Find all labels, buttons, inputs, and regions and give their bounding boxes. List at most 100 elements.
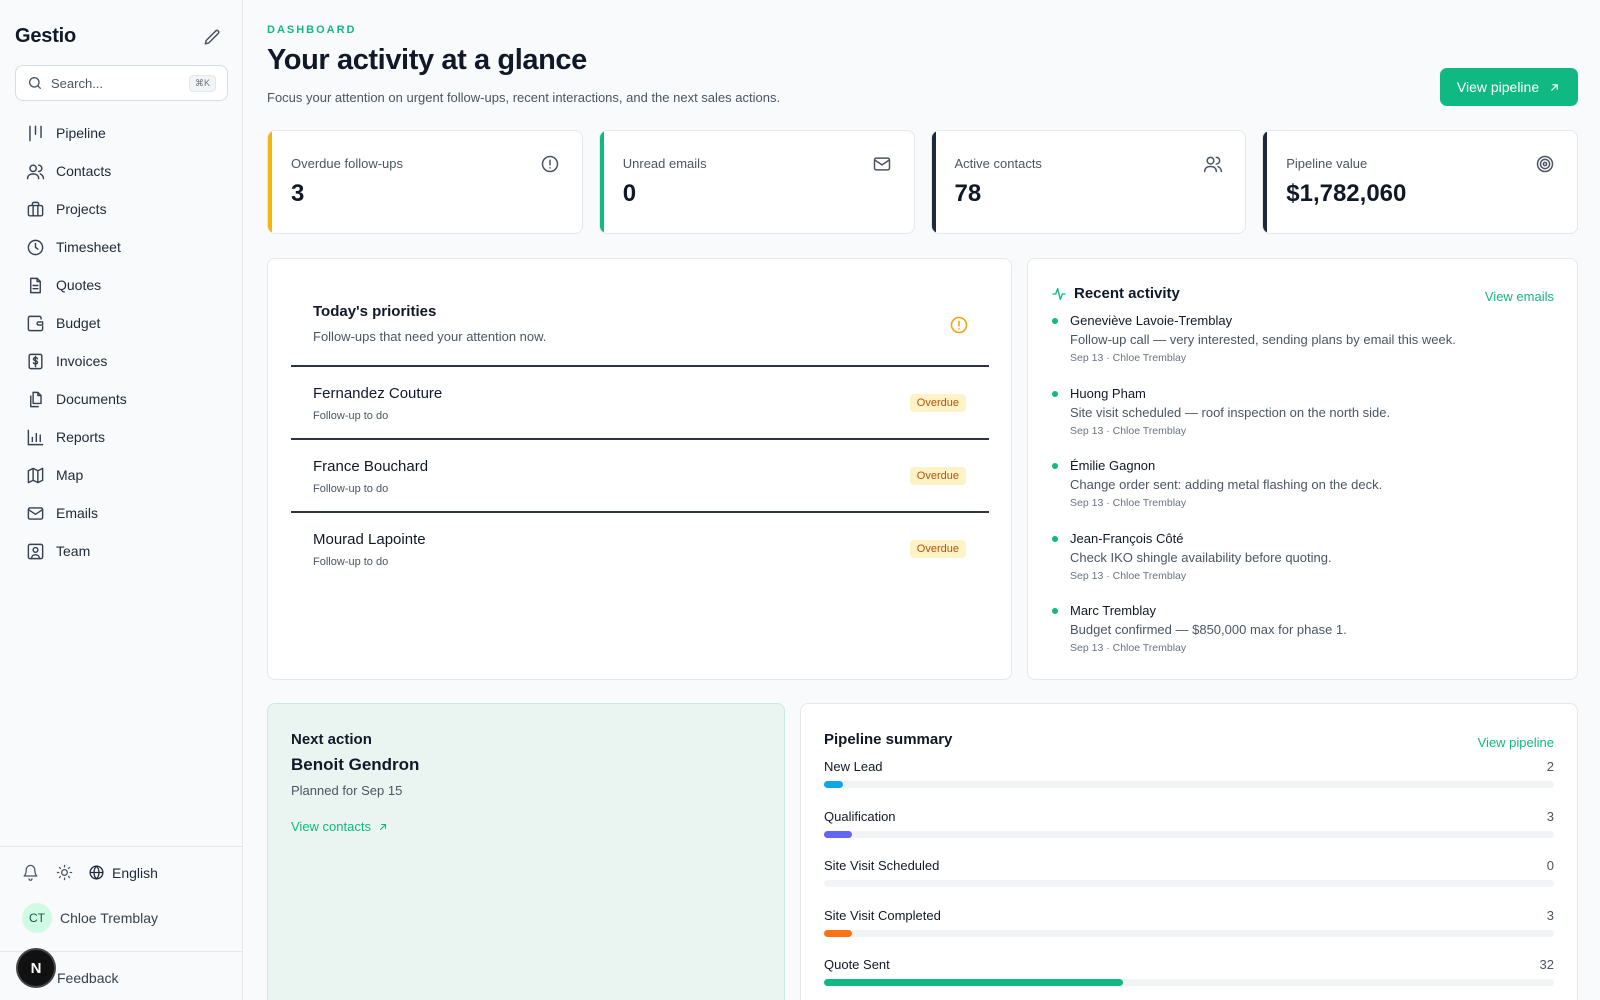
activity-item[interactable]: Jean-François Côté Check IKO shingle ava… (1051, 530, 1556, 603)
page-subtitle: Focus your attention on urgent follow-up… (267, 90, 781, 105)
pipeline-stage[interactable]: Site Visit Completed 3 (824, 906, 1554, 956)
activity-meta: Sep 13 · Chloe Tremblay (1070, 642, 1187, 654)
view-pipeline-link[interactable]: View pipeline (1477, 735, 1554, 750)
users-icon (1203, 154, 1223, 174)
main-content: DASHBOARD Your activity at a glance Focu… (243, 0, 1600, 1000)
arrow-up-right-icon (1548, 81, 1561, 94)
pipeline-stage[interactable]: New Lead 2 (824, 757, 1554, 807)
arrow-up-right-icon (377, 821, 389, 833)
sidebar-item-contacts[interactable]: Contacts (15, 152, 228, 190)
sidebar-item-label: Invoices (56, 353, 108, 369)
file-text-icon (26, 276, 45, 295)
activity-list: Geneviève Lavoie-Tremblay Follow-up call… (1051, 312, 1556, 675)
clock-icon (26, 238, 45, 257)
priority-note: Follow-up to do (313, 410, 389, 422)
stage-label: New Lead (824, 759, 883, 774)
sidebar-item-map[interactable]: Map (15, 456, 228, 494)
stat-card-unread-emails[interactable]: Unread emails 0 (598, 130, 915, 234)
status-dot (1052, 390, 1058, 397)
stage-label: Site Visit Scheduled (824, 858, 940, 873)
view-contacts-link[interactable]: View contacts (291, 819, 389, 834)
stage-label: Quote Sent (824, 957, 890, 972)
activity-description: Site visit scheduled — roof inspection o… (1070, 404, 1391, 420)
alert-circle-icon (540, 154, 560, 174)
sidebar-item-budget[interactable]: Budget (15, 304, 228, 342)
view-emails-link[interactable]: View emails (1484, 289, 1554, 304)
activity-item[interactable]: Marc Tremblay Budget confirmed — $850,00… (1051, 602, 1556, 675)
priority-item[interactable]: Mourad Lapointe Follow-up to do Overdue (291, 511, 989, 584)
stage-progress-fill (824, 979, 1124, 986)
sidebar-item-reports[interactable]: Reports (15, 418, 228, 456)
app-logo[interactable]: Gestio (15, 25, 77, 47)
activity-item[interactable]: Geneviève Lavoie-Tremblay Follow-up call… (1051, 312, 1556, 385)
stage-progress-fill (824, 781, 843, 788)
priority-contact-name: Mourad Lapointe (313, 531, 426, 548)
activity-contact-name: Jean-François Côté (1070, 530, 1184, 546)
stage-progress-track (824, 830, 1554, 838)
stats-row: Overdue follow-ups 3 Unread emails 0 Act… (267, 130, 1578, 234)
activity-meta: Sep 13 · Chloe Tremblay (1070, 569, 1187, 582)
sidebar-item-documents[interactable]: Documents (15, 380, 228, 418)
sidebar-footer: English CT Chloe Tremblay Feedback N (0, 846, 243, 1000)
status-dot (1052, 463, 1058, 469)
stat-value: 3 (291, 180, 305, 207)
page-title: Your activity at a glance (267, 44, 587, 76)
pipeline-stage[interactable]: Qualification 3 (824, 807, 1554, 857)
priority-contact-name: France Bouchard (313, 458, 429, 475)
overdue-badge: Overdue (909, 394, 966, 412)
dev-tools-badge[interactable]: N (18, 950, 54, 986)
sidebar-item-team[interactable]: Team (15, 532, 228, 570)
pipeline-stage[interactable]: Quote Sent 32 (824, 955, 1554, 1000)
files-icon (26, 390, 45, 409)
sidebar-nav: Pipeline Contacts Projects Timesheet Quo… (15, 114, 228, 570)
stage-count: 2 (1546, 759, 1554, 774)
activity-item[interactable]: Émilie Gagnon Change order sent: adding … (1051, 457, 1556, 530)
language-selector[interactable]: English (88, 864, 158, 881)
sun-icon[interactable] (56, 864, 73, 881)
bar-chart-icon (26, 428, 45, 447)
feedback-button[interactable]: Feedback N (0, 950, 243, 1000)
briefcase-icon (26, 200, 45, 219)
activity-description: Change order sent: adding metal flashing… (1070, 477, 1383, 492)
search-input[interactable]: Search... ⌘K (15, 65, 228, 101)
stage-progress-track (824, 929, 1554, 937)
view-pipeline-button[interactable]: View pipeline (1440, 68, 1578, 106)
page-eyebrow: DASHBOARD (267, 24, 357, 36)
sidebar-item-timesheet[interactable]: Timesheet (15, 228, 228, 266)
activity-contact-name: Émilie Gagnon (1070, 458, 1156, 473)
stat-value: 0 (622, 180, 637, 207)
sidebar-item-pipeline[interactable]: Pipeline (15, 114, 228, 152)
priorities-list: Fernandez Couture Follow-up to do Overdu… (291, 365, 989, 584)
priorities-card: Today's priorities Follow-ups that need … (267, 258, 1012, 680)
priority-item[interactable]: France Bouchard Follow-up to do Overdue (291, 438, 989, 511)
stage-progress-track (824, 880, 1554, 887)
activity-item[interactable]: Huong Pham Site visit scheduled — roof i… (1051, 385, 1556, 458)
bell-icon[interactable] (22, 864, 39, 881)
stat-card-active-contacts[interactable]: Active contacts 78 (930, 130, 1247, 234)
sidebar-item-label: Map (56, 467, 84, 483)
stat-card-overdue[interactable]: Overdue follow-ups 3 (267, 130, 583, 234)
users-icon (26, 162, 45, 181)
pipeline-stage[interactable]: Site Visit Scheduled 0 (824, 856, 1554, 906)
sidebar-item-quotes[interactable]: Quotes (15, 266, 228, 304)
priority-note: Follow-up to do (313, 483, 389, 495)
user-profile[interactable]: CT Chloe Tremblay (22, 903, 158, 933)
overdue-badge: Overdue (909, 540, 966, 558)
sidebar-item-invoices[interactable]: Invoices (15, 342, 228, 380)
sidebar-item-emails[interactable]: Emails (15, 494, 228, 532)
activity-description: Follow-up call — very interested, sendin… (1070, 332, 1456, 347)
priority-item[interactable]: Fernandez Couture Follow-up to do Overdu… (291, 365, 989, 438)
globe-icon (88, 864, 105, 881)
compose-icon[interactable] (202, 28, 222, 48)
stage-progress-track (824, 781, 1554, 788)
sidebar-item-projects[interactable]: Projects (15, 190, 228, 228)
pipeline-summary-card: Pipeline summary View pipeline New Lead … (800, 703, 1578, 1000)
stat-card-pipeline-value[interactable]: Pipeline value $1,782,060 (1262, 130, 1578, 234)
pipeline-icon (26, 124, 45, 143)
activity-meta: Sep 13 · Chloe Tremblay (1070, 497, 1187, 509)
recent-activity-card: Recent activity View emails Geneviève La… (1027, 258, 1578, 680)
view-pipeline-label: View pipeline (1456, 79, 1540, 95)
sidebar-tools: English (22, 864, 158, 881)
sidebar-item-label: Budget (56, 315, 101, 331)
invoice-icon (26, 352, 45, 371)
